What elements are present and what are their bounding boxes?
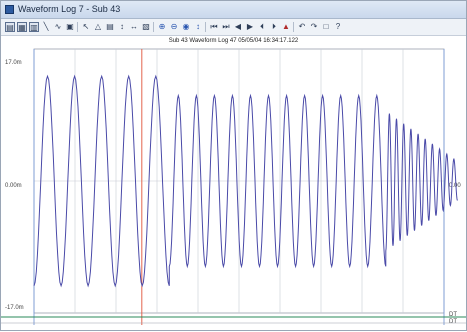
window-title: Waveform Log 7 - Sub 43 [18, 4, 121, 14]
title-bar[interactable]: Waveform Log 7 - Sub 43 [1, 1, 466, 19]
right-axis-label: 0.00 [449, 183, 461, 189]
pan-icon[interactable]: ↔ [130, 22, 138, 31]
overlay-icon[interactable]: ▲ [282, 22, 290, 31]
right-bottom-label-2: DT [449, 319, 457, 325]
y-axis-top-label: 17.0m [5, 60, 22, 66]
waveform-series-line [33, 74, 458, 288]
open-icon[interactable]: ▤ [5, 22, 15, 32]
step-forward-icon[interactable]: ⏵ [272, 22, 276, 31]
plot-header: Sub 43 Waveform Log 47 05/05/04 16:34:17… [168, 38, 299, 44]
toolbar-separator [205, 22, 206, 32]
step-back-icon[interactable]: ⏴ [260, 22, 264, 31]
right-bottom-label-1: DT [449, 312, 457, 318]
scale-icon[interactable]: ↕ [196, 22, 200, 31]
cursor-icon[interactable]: ↖ [82, 22, 90, 31]
zoom-out-icon[interactable]: ⊖ [170, 22, 178, 31]
toolbar: ▤ ▦ ▥ ╲ ∿ ▣ ↖ △ ▤ ↕ ↔ ▧ ⊕ ⊖ ◉ ↕ ⏮ ⏭ ◀ ▶ ⏴ ⏵ ▲ ↶ ↷ □? [1, 19, 466, 36]
table-icon[interactable]: ▤ [106, 22, 114, 31]
report-icon[interactable]: ▧ [142, 22, 150, 31]
previous-icon[interactable]: ◀ [234, 22, 242, 31]
toolbar-separator [77, 22, 78, 32]
redo-icon[interactable]: ↷ [310, 22, 318, 31]
grid-icon[interactable]: ▦ [17, 22, 27, 32]
y-axis-mid-label: 0.00m [5, 183, 22, 189]
line-chart-icon[interactable]: ╲ [43, 22, 49, 31]
y-axis-bottom-label: -17.0m [5, 305, 24, 311]
last-icon[interactable]: ⏭ [222, 22, 230, 31]
export-icon[interactable]: ▥ [29, 22, 39, 32]
zoom-fit-icon[interactable]: ◉ [182, 22, 190, 31]
print-icon[interactable]: ▣ [66, 22, 74, 31]
waveform-plot-area[interactable] [1, 36, 466, 330]
zoom-in-icon[interactable]: ⊕ [158, 22, 166, 31]
first-icon[interactable]: ⏮ [210, 22, 218, 31]
wave-icon[interactable]: ∿ [54, 22, 62, 31]
app-icon [5, 5, 14, 14]
next-icon[interactable]: ▶ [246, 22, 254, 31]
help-icon[interactable]: ? [335, 22, 341, 31]
window-icon[interactable]: □ [323, 22, 329, 31]
toolbar-separator [293, 22, 294, 32]
marker-icon[interactable]: ↕ [120, 22, 124, 31]
measure-icon[interactable]: △ [94, 22, 102, 31]
toolbar-separator [153, 22, 154, 32]
undo-icon[interactable]: ↶ [298, 22, 306, 31]
